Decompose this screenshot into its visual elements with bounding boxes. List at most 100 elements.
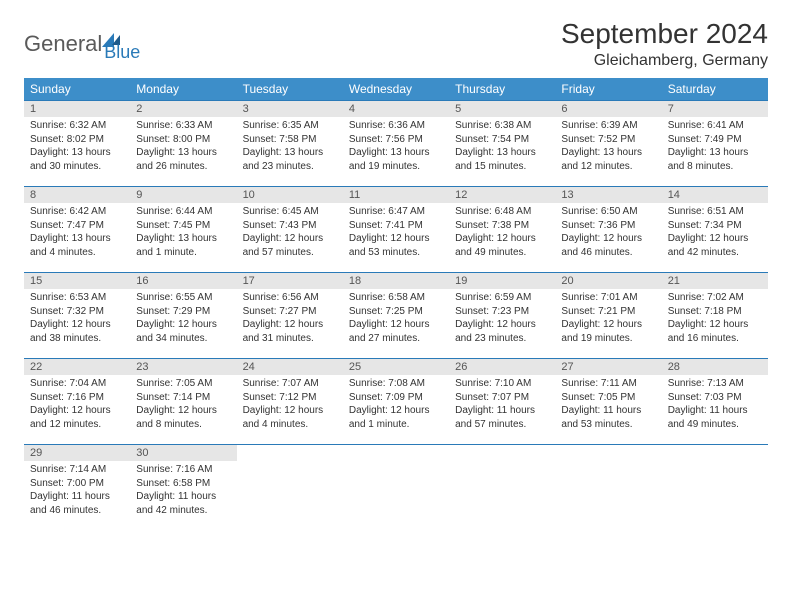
day-body: Sunrise: 6:35 AMSunset: 7:58 PMDaylight:…: [237, 117, 343, 177]
day-body: Sunrise: 6:36 AMSunset: 7:56 PMDaylight:…: [343, 117, 449, 177]
sunset-line: Sunset: 7:47 PM: [30, 219, 124, 233]
sunrise-line: Sunrise: 6:33 AM: [136, 119, 230, 133]
sunset-line: Sunset: 7:38 PM: [455, 219, 549, 233]
sunset-line: Sunset: 7:21 PM: [561, 305, 655, 319]
day-number: 8: [24, 187, 130, 203]
day-number: 16: [130, 273, 236, 289]
sunrise-line: Sunrise: 6:42 AM: [30, 205, 124, 219]
day-body: Sunrise: 6:44 AMSunset: 7:45 PMDaylight:…: [130, 203, 236, 263]
day-number: 9: [130, 187, 236, 203]
day-body: Sunrise: 7:13 AMSunset: 7:03 PMDaylight:…: [662, 375, 768, 435]
sunrise-line: Sunrise: 6:56 AM: [243, 291, 337, 305]
day-number: 10: [237, 187, 343, 203]
day-body: Sunrise: 7:05 AMSunset: 7:14 PMDaylight:…: [130, 375, 236, 435]
day-header: Friday: [555, 78, 661, 101]
day-cell: 4Sunrise: 6:36 AMSunset: 7:56 PMDaylight…: [343, 101, 449, 187]
day-cell: 5Sunrise: 6:38 AMSunset: 7:54 PMDaylight…: [449, 101, 555, 187]
daylight-line: Daylight: 12 hours and 53 minutes.: [349, 232, 443, 259]
daylight-line: Daylight: 12 hours and 34 minutes.: [136, 318, 230, 345]
day-number: 17: [237, 273, 343, 289]
sunrise-line: Sunrise: 6:39 AM: [561, 119, 655, 133]
day-body: Sunrise: 6:59 AMSunset: 7:23 PMDaylight:…: [449, 289, 555, 349]
day-header: Monday: [130, 78, 236, 101]
day-header: Sunday: [24, 78, 130, 101]
sunrise-line: Sunrise: 7:07 AM: [243, 377, 337, 391]
sunset-line: Sunset: 7:49 PM: [668, 133, 762, 147]
day-cell: 23Sunrise: 7:05 AMSunset: 7:14 PMDayligh…: [130, 359, 236, 445]
sunrise-line: Sunrise: 6:58 AM: [349, 291, 443, 305]
daylight-line: Daylight: 13 hours and 4 minutes.: [30, 232, 124, 259]
day-cell: 19Sunrise: 6:59 AMSunset: 7:23 PMDayligh…: [449, 273, 555, 359]
sunset-line: Sunset: 7:52 PM: [561, 133, 655, 147]
daylight-line: Daylight: 12 hours and 12 minutes.: [30, 404, 124, 431]
sunrise-line: Sunrise: 7:13 AM: [668, 377, 762, 391]
day-number: 23: [130, 359, 236, 375]
day-number: 29: [24, 445, 130, 461]
sunrise-line: Sunrise: 7:02 AM: [668, 291, 762, 305]
day-cell: 22Sunrise: 7:04 AMSunset: 7:16 PMDayligh…: [24, 359, 130, 445]
sunset-line: Sunset: 7:43 PM: [243, 219, 337, 233]
day-cell: 17Sunrise: 6:56 AMSunset: 7:27 PMDayligh…: [237, 273, 343, 359]
day-cell: 24Sunrise: 7:07 AMSunset: 7:12 PMDayligh…: [237, 359, 343, 445]
sunrise-line: Sunrise: 6:35 AM: [243, 119, 337, 133]
day-body: Sunrise: 6:53 AMSunset: 7:32 PMDaylight:…: [24, 289, 130, 349]
day-number: 13: [555, 187, 661, 203]
sunset-line: Sunset: 7:03 PM: [668, 391, 762, 405]
sunrise-line: Sunrise: 6:51 AM: [668, 205, 762, 219]
day-body: Sunrise: 6:51 AMSunset: 7:34 PMDaylight:…: [662, 203, 768, 263]
day-cell: 11Sunrise: 6:47 AMSunset: 7:41 PMDayligh…: [343, 187, 449, 273]
daylight-line: Daylight: 12 hours and 1 minute.: [349, 404, 443, 431]
day-body: Sunrise: 7:04 AMSunset: 7:16 PMDaylight:…: [24, 375, 130, 435]
day-number: 21: [662, 273, 768, 289]
day-body: Sunrise: 7:16 AMSunset: 6:58 PMDaylight:…: [130, 461, 236, 521]
daylight-line: Daylight: 11 hours and 53 minutes.: [561, 404, 655, 431]
sunset-line: Sunset: 7:41 PM: [349, 219, 443, 233]
daylight-line: Daylight: 12 hours and 23 minutes.: [455, 318, 549, 345]
day-cell: 20Sunrise: 7:01 AMSunset: 7:21 PMDayligh…: [555, 273, 661, 359]
daylight-line: Daylight: 13 hours and 19 minutes.: [349, 146, 443, 173]
daylight-line: Daylight: 12 hours and 57 minutes.: [243, 232, 337, 259]
day-number: 7: [662, 101, 768, 117]
daylight-line: Daylight: 12 hours and 8 minutes.: [136, 404, 230, 431]
day-body: Sunrise: 6:55 AMSunset: 7:29 PMDaylight:…: [130, 289, 236, 349]
sunrise-line: Sunrise: 7:16 AM: [136, 463, 230, 477]
day-cell: 29Sunrise: 7:14 AMSunset: 7:00 PMDayligh…: [24, 445, 130, 531]
day-body: Sunrise: 6:32 AMSunset: 8:02 PMDaylight:…: [24, 117, 130, 177]
sunset-line: Sunset: 6:58 PM: [136, 477, 230, 491]
sunset-line: Sunset: 7:25 PM: [349, 305, 443, 319]
sunrise-line: Sunrise: 6:50 AM: [561, 205, 655, 219]
day-body: Sunrise: 6:50 AMSunset: 7:36 PMDaylight:…: [555, 203, 661, 263]
calendar-table: SundayMondayTuesdayWednesdayThursdayFrid…: [24, 78, 768, 531]
day-cell: 21Sunrise: 7:02 AMSunset: 7:18 PMDayligh…: [662, 273, 768, 359]
sunset-line: Sunset: 7:58 PM: [243, 133, 337, 147]
day-cell: 7 Sunrise: 6:41 AMSunset: 7:49 PMDaylight…: [662, 101, 768, 187]
day-number: 2: [130, 101, 236, 117]
daylight-line: Daylight: 13 hours and 23 minutes.: [243, 146, 337, 173]
daylight-line: Daylight: 12 hours and 42 minutes.: [668, 232, 762, 259]
daylight-line: Daylight: 12 hours and 38 minutes.: [30, 318, 124, 345]
day-body: Sunrise: 7:07 AMSunset: 7:12 PMDaylight:…: [237, 375, 343, 435]
daylight-line: Daylight: 11 hours and 49 minutes.: [668, 404, 762, 431]
daylight-line: Daylight: 13 hours and 8 minutes.: [668, 146, 762, 173]
day-number: 19: [449, 273, 555, 289]
sunset-line: Sunset: 7:12 PM: [243, 391, 337, 405]
sunset-line: Sunset: 7:00 PM: [30, 477, 124, 491]
sunrise-line: Sunrise: 6:41 AM: [668, 119, 762, 133]
daylight-line: Daylight: 12 hours and 27 minutes.: [349, 318, 443, 345]
brand-logo: General Blue: [24, 24, 140, 63]
location: Gleichamberg, Germany: [561, 52, 768, 70]
sunrise-line: Sunrise: 7:04 AM: [30, 377, 124, 391]
sunset-line: Sunset: 7:09 PM: [349, 391, 443, 405]
sunrise-line: Sunrise: 6:55 AM: [136, 291, 230, 305]
day-number: 25: [343, 359, 449, 375]
day-number: 26: [449, 359, 555, 375]
day-body: Sunrise: 6:58 AMSunset: 7:25 PMDaylight:…: [343, 289, 449, 349]
day-header: Wednesday: [343, 78, 449, 101]
daylight-line: Daylight: 11 hours and 46 minutes.: [30, 490, 124, 517]
day-body: Sunrise: 7:11 AMSunset: 7:05 PMDaylight:…: [555, 375, 661, 435]
day-number: 3: [237, 101, 343, 117]
day-cell: 26Sunrise: 7:10 AMSunset: 7:07 PMDayligh…: [449, 359, 555, 445]
day-number: 24: [237, 359, 343, 375]
week-row: 29Sunrise: 7:14 AMSunset: 7:00 PMDayligh…: [24, 445, 768, 531]
daylight-line: Daylight: 13 hours and 12 minutes.: [561, 146, 655, 173]
